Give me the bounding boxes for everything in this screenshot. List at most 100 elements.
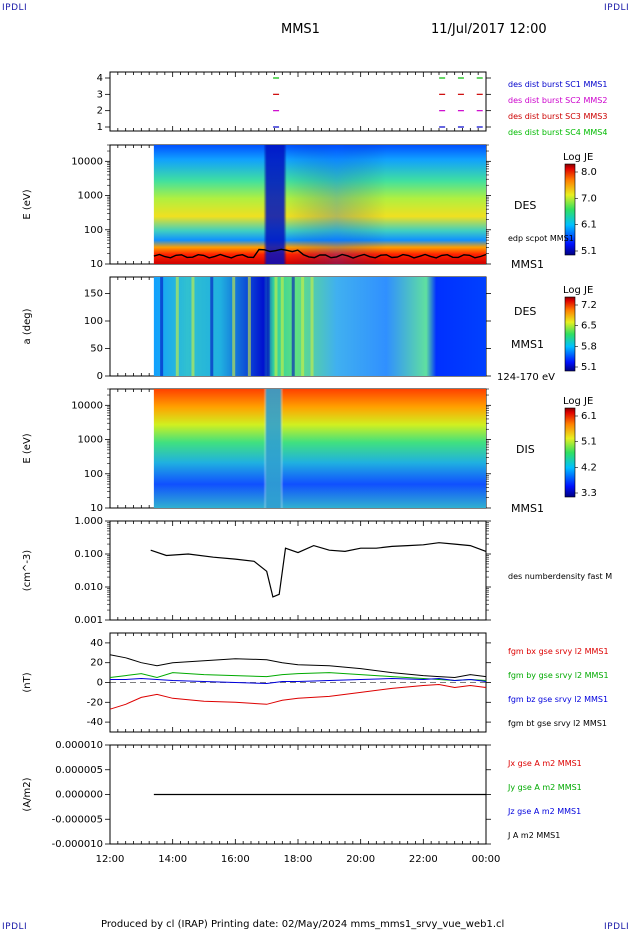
dis-energy-colorbar-tick-label: 3.3 bbox=[581, 488, 597, 499]
fgm-legend-entry: fgm bt gse srvy l2 MMS1 bbox=[508, 719, 607, 728]
corner-label-top-left: IPDLI bbox=[2, 3, 28, 13]
density-series-line bbox=[150, 542, 487, 598]
dis-energy-ylabel: E (eV) bbox=[22, 433, 33, 463]
current-legend-entry: Jz gse A m2 MMS1 bbox=[507, 807, 581, 816]
fgm-panel-frame bbox=[109, 632, 487, 733]
corner-label-top-right: IPDLI bbox=[604, 3, 630, 13]
des-pitch-energy-label: 124-170 eV bbox=[497, 372, 555, 383]
pitch-stripe bbox=[175, 277, 179, 376]
des-pitch-colorbar-title: Log JE bbox=[563, 285, 593, 296]
des-energy-colorbar-tick-label: 8.0 bbox=[581, 167, 597, 178]
fgm-tick-label: -20 bbox=[87, 697, 103, 708]
des-energy-colorbar-tick-label: 7.0 bbox=[581, 193, 597, 204]
current-legend-entry: J A m2 MMS1 bbox=[507, 831, 560, 840]
time-axis-label: 16:00 bbox=[221, 854, 250, 865]
burst-tick-label: 2 bbox=[97, 106, 103, 117]
current-ylabel: (A/m2) bbox=[22, 777, 33, 811]
dis-energy-colorbar-title: Log JE bbox=[563, 396, 593, 407]
des-energy-tick-label: 10000 bbox=[71, 156, 103, 167]
pitch-stripe bbox=[232, 277, 236, 376]
burst-tick-label: 4 bbox=[97, 73, 103, 84]
des-pitch-tick-label: 100 bbox=[84, 316, 103, 327]
des-energy-tick-label: 1000 bbox=[78, 191, 103, 202]
pitch-stripe bbox=[291, 277, 295, 376]
des-energy-side-label: DES bbox=[514, 199, 536, 212]
corner-label-bottom-left: IPDLI bbox=[2, 922, 28, 932]
burst-legend-entry: des dist burst SC1 MMS1 bbox=[508, 80, 607, 89]
dis-energy-side-label: DIS bbox=[516, 443, 535, 456]
current-tick-label: -0.000010 bbox=[52, 839, 103, 850]
time-axis-label: 20:00 bbox=[346, 854, 375, 865]
time-axis-label: 22:00 bbox=[409, 854, 438, 865]
dis-energy-colorbar-tick-label: 4.2 bbox=[581, 462, 597, 473]
pitch-stripe bbox=[191, 277, 195, 376]
burst-legend-entry: des dist burst SC2 MMS2 bbox=[508, 96, 607, 105]
des-energy-sc-label: MMS1 bbox=[511, 258, 544, 271]
dis-energy-tick-label: 1000 bbox=[78, 435, 103, 446]
fgm-series-line bbox=[109, 672, 487, 682]
fgm-legend-entry: fgm by gse srvy l2 MMS1 bbox=[508, 671, 609, 680]
fgm-tick-label: -40 bbox=[87, 717, 103, 728]
des-pitch-colorbar-tick-label: 6.5 bbox=[581, 321, 597, 332]
des-energy-colorbar-tick-label: 6.1 bbox=[581, 220, 597, 231]
des-energy-tick-label: 10 bbox=[90, 259, 103, 270]
des-pitch-side-label: DES bbox=[514, 305, 536, 318]
fgm-tick-label: 0 bbox=[97, 678, 103, 689]
fgm-tick-label: 40 bbox=[90, 638, 103, 649]
current-legend-entry: Jy gse A m2 MMS1 bbox=[507, 783, 582, 792]
dis-energy-tick-label: 100 bbox=[84, 469, 103, 480]
pitch-stripe bbox=[266, 277, 270, 376]
des-energy-colorbar-tick-label: 5.1 bbox=[581, 246, 597, 257]
scpot-label: edp scpot MMS1 bbox=[508, 234, 574, 243]
current-legend-entry: Jx gse A m2 MMS1 bbox=[507, 759, 582, 768]
dis-energy-dropout bbox=[153, 389, 486, 508]
des-energy-ylabel: E (eV) bbox=[22, 189, 33, 219]
burst-legend-entry: des dist burst SC4 MMS4 bbox=[508, 128, 607, 137]
density-tick-label: 1.000 bbox=[74, 516, 103, 527]
fgm-legend-entry: fgm bx gse srvy l2 MMS1 bbox=[508, 647, 609, 656]
density-tick-label: 0.100 bbox=[74, 549, 103, 560]
dis-energy-colorbar-tick-label: 5.1 bbox=[581, 437, 597, 448]
current-tick-label: 0.000005 bbox=[55, 765, 103, 776]
pitch-stripe bbox=[301, 277, 305, 376]
des-pitch-tick-label: 0 bbox=[97, 371, 103, 382]
des-energy-colorbar-title: Log JE bbox=[563, 152, 593, 163]
dis-energy-colorbar bbox=[564, 407, 576, 498]
dis-energy-sc-label: MMS1 bbox=[511, 502, 544, 515]
density-panel-frame bbox=[109, 520, 487, 621]
des-pitch-tick-label: 50 bbox=[90, 344, 103, 355]
burst-legend-entry: des dist burst SC3 MMS3 bbox=[508, 112, 607, 121]
datetime-title: 11/Jul/2017 12:00 bbox=[431, 22, 547, 37]
pitch-stripe bbox=[274, 277, 278, 376]
corner-label-bottom-right: IPDLI bbox=[604, 922, 630, 932]
des-pitch-ylabel: a (deg) bbox=[22, 308, 33, 344]
burst-tick-label: 1 bbox=[97, 122, 103, 133]
density-series-label: des numberdensity fast M bbox=[508, 572, 612, 581]
density-tick-label: 0.001 bbox=[74, 615, 103, 626]
pitch-stripe bbox=[247, 277, 251, 376]
des-pitch-colorbar-tick-label: 5.1 bbox=[581, 362, 597, 373]
dis-energy-colorbar-tick-label: 6.1 bbox=[581, 411, 597, 422]
current-tick-label: 0.000000 bbox=[55, 790, 103, 801]
pitch-stripe bbox=[210, 277, 214, 376]
pitch-stripe bbox=[310, 277, 314, 376]
burst-panel-frame bbox=[109, 71, 487, 132]
pitch-stripe bbox=[280, 277, 284, 376]
des-energy-tick-label: 100 bbox=[84, 225, 103, 236]
des-pitch-colorbar bbox=[564, 296, 576, 372]
des-pitch-spectrogram bbox=[153, 277, 486, 376]
des-pitch-tick-label: 150 bbox=[84, 289, 103, 300]
des-pitch-sc-label: MMS1 bbox=[511, 338, 544, 351]
fgm-tick-label: 20 bbox=[90, 658, 103, 669]
fgm-series-line bbox=[109, 683, 487, 710]
dis-energy-tick-label: 10000 bbox=[71, 400, 103, 411]
time-axis-label: 14:00 bbox=[158, 854, 187, 865]
dis-energy-tick-label: 10 bbox=[90, 503, 103, 514]
burst-tick-label: 3 bbox=[97, 89, 103, 100]
current-tick-label: -0.000005 bbox=[52, 814, 103, 825]
density-tick-label: 0.010 bbox=[74, 582, 103, 593]
time-axis-label: 00:00 bbox=[472, 854, 501, 865]
time-axis-label: 12:00 bbox=[96, 854, 125, 865]
density-ylabel: (cm^-3) bbox=[22, 550, 33, 591]
